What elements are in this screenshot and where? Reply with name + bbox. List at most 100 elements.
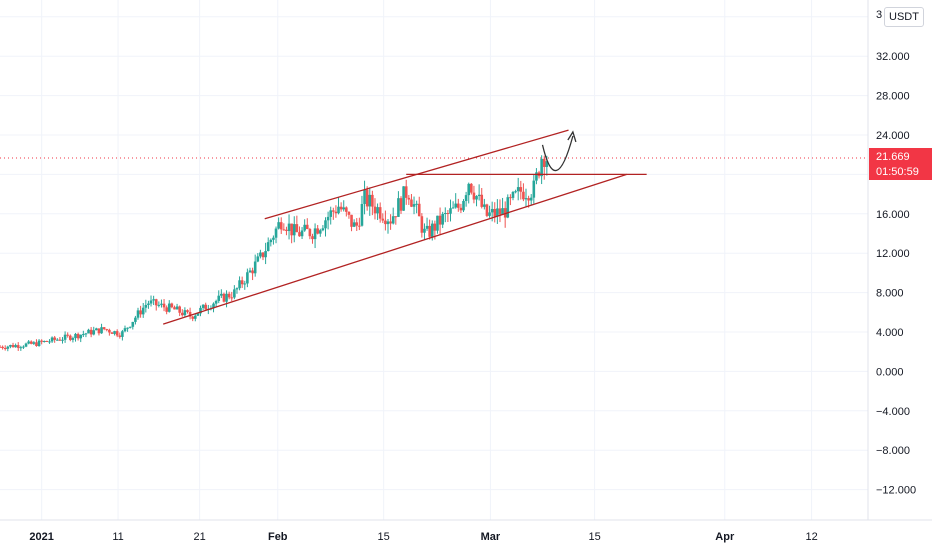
last-price-badge: 21.669 01:50:59 — [869, 148, 932, 180]
candle-body — [27, 341, 30, 344]
candle-body — [519, 187, 523, 192]
candle-body — [311, 236, 314, 240]
candle-body — [475, 196, 478, 200]
candle-body — [483, 204, 486, 207]
x-tick-label: 15 — [588, 531, 600, 543]
candle-body — [545, 161, 549, 167]
candle-body — [462, 200, 465, 211]
candle-body — [167, 303, 171, 312]
candle-body — [298, 232, 301, 237]
candle-body — [9, 344, 12, 347]
candle-body — [246, 272, 249, 284]
candle-body — [147, 303, 150, 305]
candle-body — [516, 187, 520, 192]
candle-body — [3, 348, 7, 350]
candle-body — [97, 328, 101, 334]
candle-body — [222, 293, 226, 302]
candle-body — [108, 329, 111, 333]
candle-body — [332, 210, 335, 212]
candle-body — [170, 303, 174, 308]
y-tick-label: 32.000 — [876, 51, 910, 63]
candle-body — [126, 327, 129, 329]
candle-body — [389, 221, 392, 224]
candle-body — [188, 311, 192, 317]
candle-body — [136, 310, 140, 318]
candle-body — [287, 223, 291, 232]
candle-body — [16, 345, 20, 348]
y-tick-label: 12.000 — [876, 248, 910, 260]
candle-body — [131, 321, 135, 327]
candle-body — [32, 342, 36, 344]
candle-body — [22, 346, 25, 348]
candle-body — [391, 216, 395, 224]
candle-body — [514, 191, 517, 193]
candle-body — [115, 331, 119, 336]
y-tick-label: 28.000 — [876, 91, 910, 103]
candle-body — [511, 191, 515, 198]
candle-body — [37, 340, 41, 347]
candle-body — [399, 198, 403, 211]
candle-body — [29, 341, 33, 344]
candle-body — [165, 307, 168, 312]
y-tick-label: 16.000 — [876, 209, 910, 221]
candle-body — [449, 208, 452, 214]
candle-body — [373, 206, 377, 214]
candle-body — [326, 216, 330, 221]
currency-selector[interactable]: USDT — [884, 7, 924, 27]
candle-body — [470, 183, 473, 193]
candle-body — [285, 229, 288, 232]
candle-body — [269, 239, 273, 243]
candle-body — [496, 208, 499, 217]
candle-body — [105, 329, 109, 331]
candle-body — [272, 237, 275, 240]
candle-body — [420, 216, 424, 233]
x-tick-label: Apr — [715, 531, 735, 543]
candle-body — [532, 180, 536, 198]
candle-body — [92, 330, 96, 335]
candle-body — [35, 342, 38, 347]
candle-body — [425, 225, 429, 229]
candle-body — [428, 225, 431, 237]
candle-body — [0, 346, 2, 348]
y-tick-label: 24.000 — [876, 130, 910, 142]
candle-body — [347, 211, 351, 215]
candle-body — [48, 341, 51, 343]
candle-body — [11, 344, 15, 348]
candle-body — [334, 211, 338, 214]
candle-body — [233, 289, 236, 298]
channel-lower-line[interactable] — [162, 173, 627, 325]
candle-body — [313, 228, 317, 240]
candle-body — [509, 197, 512, 199]
candle-body — [535, 172, 538, 181]
y-tick-label: −4.000 — [876, 406, 910, 418]
x-tick-label: 11 — [112, 531, 123, 543]
candle-body — [274, 228, 278, 238]
candle-body — [324, 220, 327, 229]
x-axis-ticks: 2021 11 21 Feb 15 Mar 15 Apr 12 — [29, 531, 817, 543]
candle-body — [139, 310, 142, 315]
candle-body — [459, 207, 463, 211]
candle-body — [407, 197, 411, 200]
candle-body — [217, 295, 221, 301]
candle-body — [446, 213, 450, 215]
candle-body — [397, 198, 400, 217]
candle-body — [363, 189, 366, 204]
candle-body — [1, 346, 4, 349]
candle-body — [467, 183, 471, 196]
candle-body — [141, 307, 145, 315]
candle-body — [154, 299, 158, 306]
candle-body — [66, 334, 70, 336]
candle-body — [339, 206, 343, 210]
candle-body — [121, 331, 124, 337]
projection-arrow[interactable] — [541, 135, 574, 172]
trend-drawings[interactable] — [162, 129, 647, 325]
candle-body — [443, 213, 447, 215]
candle-body — [490, 208, 494, 213]
candle-body — [194, 315, 197, 319]
candlestick-series[interactable] — [0, 155, 549, 352]
candle-body — [45, 340, 49, 342]
candle-body — [204, 304, 208, 310]
candle-body — [214, 300, 218, 304]
candle-body — [342, 207, 346, 210]
